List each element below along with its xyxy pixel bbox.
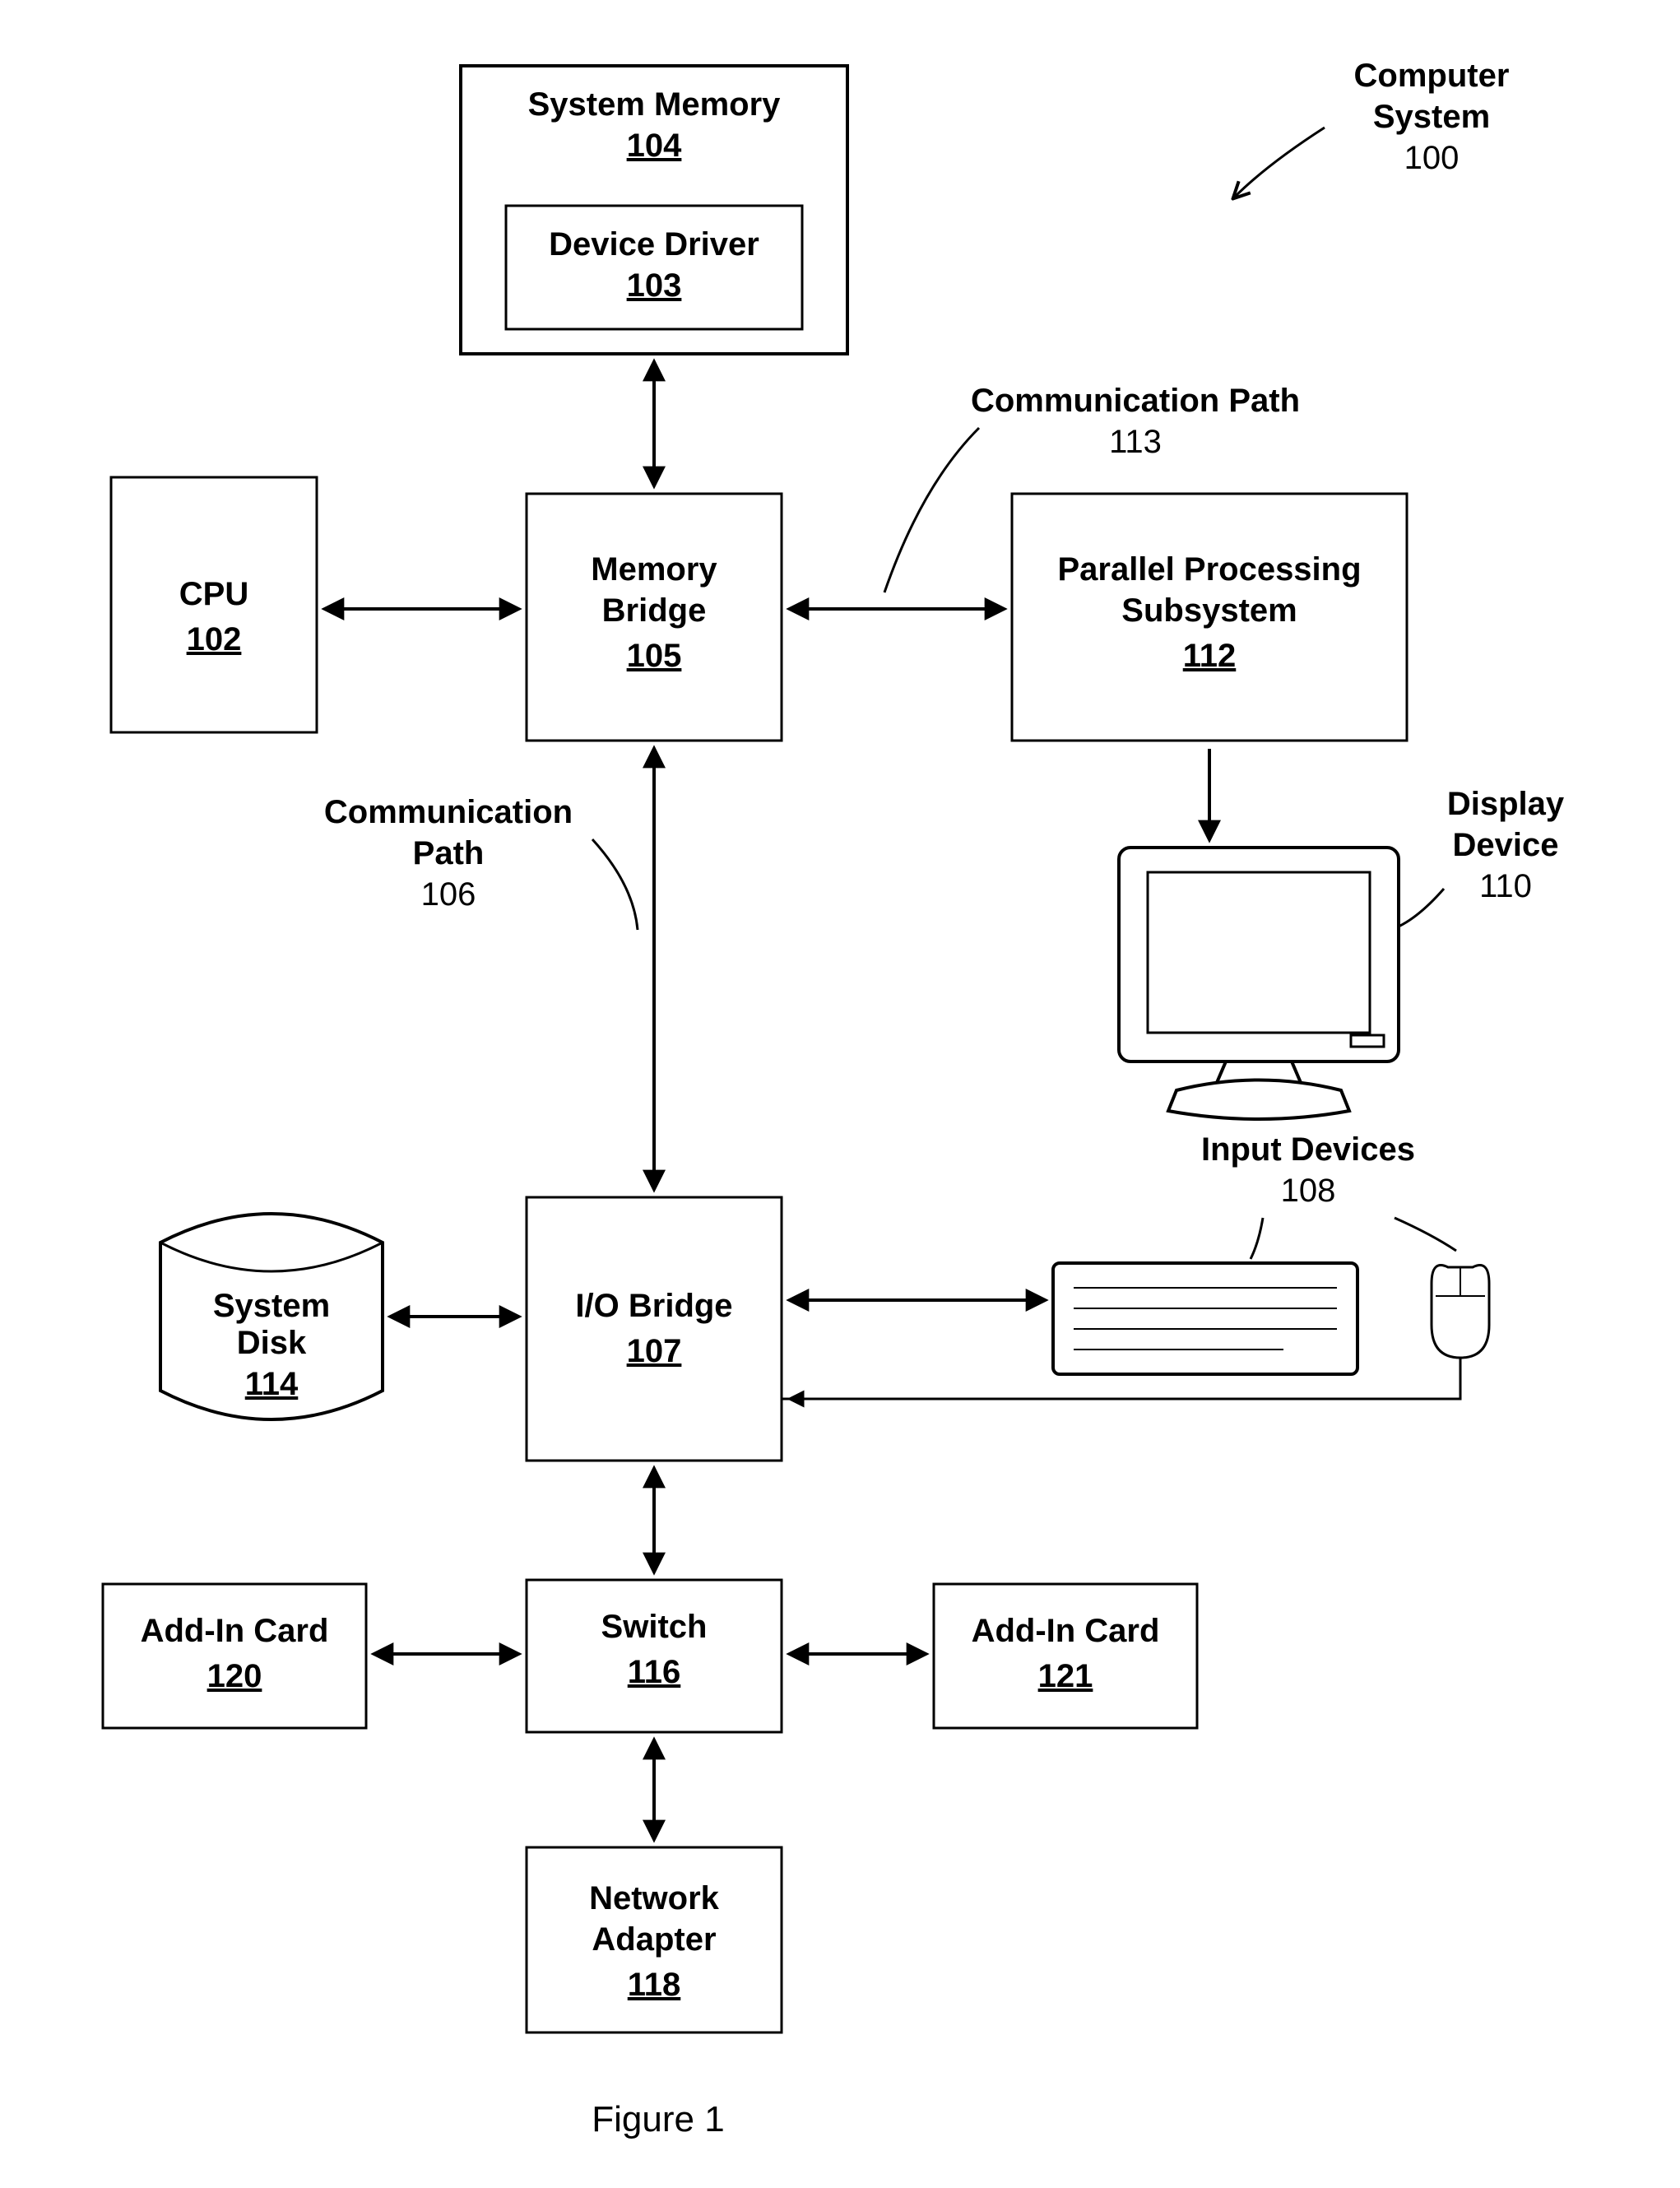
- svg-text:ComputerSystem: Computer System: [1354, 58, 1510, 135]
- title-num: 100: [1404, 140, 1460, 176]
- commpath-106-label: Communication Path 106: [324, 794, 638, 930]
- sysmem-num: 104: [627, 128, 682, 164]
- disk-t1: System: [213, 1288, 330, 1324]
- sysmem-title: System Memory: [528, 86, 782, 123]
- cp106-pointer: [592, 839, 638, 930]
- inp-pointer-kbd: [1251, 1218, 1263, 1259]
- pps-t1: Parallel Processing: [1057, 551, 1361, 588]
- iob-t: I/O Bridge: [575, 1288, 732, 1324]
- system-disk: SystemDisk 114: [160, 1214, 383, 1419]
- memory-bridge-box: Memory Bridge 105: [527, 494, 782, 741]
- network-adapter-box: Network Adapter 118: [527, 1847, 782, 2032]
- disp-t1: Display: [1447, 786, 1565, 822]
- inp-t: Input Devices: [1201, 1131, 1415, 1168]
- switch-box: Switch 116: [527, 1580, 782, 1732]
- cpu-num: 102: [187, 621, 242, 657]
- cp106-n: 106: [421, 876, 476, 913]
- a121-t: Add-In Card: [972, 1613, 1160, 1649]
- svg-text:DisplayDevice: Display Device: [1447, 786, 1565, 863]
- driver-title: Device Driver: [549, 226, 759, 262]
- sw-n: 116: [628, 1654, 681, 1690]
- monitor-icon: [1119, 848, 1399, 1119]
- title-pointer: [1234, 128, 1325, 197]
- diagram-canvas: Computer System 100 System Memory 104 Dev…: [0, 0, 1680, 2188]
- pps-box: Parallel Processing Subsystem 112: [1012, 494, 1407, 741]
- membridge-t2: Bridge: [602, 592, 707, 629]
- cp113-n: 113: [1109, 424, 1162, 460]
- na-t2: Adapter: [592, 1921, 716, 1958]
- title-label: Computer System 100: [1234, 58, 1509, 197]
- disk-t2: Disk: [237, 1325, 307, 1361]
- cp106-t2: Path: [413, 835, 485, 871]
- addin-120-box: Add-In Card 120: [103, 1584, 366, 1728]
- device-driver-box: Device Driver 103: [506, 206, 802, 329]
- a121-n: 121: [1038, 1658, 1093, 1694]
- svg-text:CommunicationPath: Communication Path: [324, 794, 573, 871]
- figure-caption: Figure 1: [592, 2099, 724, 2139]
- membridge-t1: Memory: [591, 551, 717, 588]
- inp-n: 108: [1281, 1173, 1336, 1209]
- display-device: Display Device 110: [1119, 786, 1565, 1119]
- inp-pointer-mouse: [1395, 1218, 1456, 1251]
- disp-t2: Device: [1453, 827, 1559, 863]
- sw-t: Switch: [601, 1609, 708, 1645]
- na-n: 118: [628, 1967, 681, 2003]
- pps-t2: Subsystem: [1121, 592, 1297, 629]
- io-bridge-box: I/O Bridge 107: [527, 1197, 782, 1461]
- iob-n: 107: [627, 1333, 682, 1369]
- cpu-title: CPU: [179, 576, 248, 612]
- cp106-t1: Communication: [324, 794, 573, 830]
- disp-n: 110: [1479, 868, 1532, 904]
- keyboard-icon: [1053, 1263, 1357, 1374]
- a120-n: 120: [207, 1658, 262, 1694]
- cp113-pointer: [884, 428, 979, 592]
- addin-121-box: Add-In Card 121: [934, 1584, 1197, 1728]
- cpu-box: CPU 102: [111, 477, 317, 732]
- title-line1: Computer: [1354, 58, 1510, 94]
- driver-num: 103: [627, 267, 682, 304]
- membridge-num: 105: [627, 638, 682, 674]
- a120-t: Add-In Card: [141, 1613, 329, 1649]
- input-devices: Input Devices 108: [782, 1131, 1489, 1399]
- system-memory-box: System Memory 104 Device Driver 103: [461, 66, 847, 354]
- na-t1: Network: [589, 1880, 720, 1916]
- cp113-t: Communication Path: [971, 383, 1300, 419]
- pps-num: 112: [1183, 638, 1237, 674]
- title-line2: System: [1373, 99, 1490, 135]
- disk-n: 114: [245, 1366, 299, 1402]
